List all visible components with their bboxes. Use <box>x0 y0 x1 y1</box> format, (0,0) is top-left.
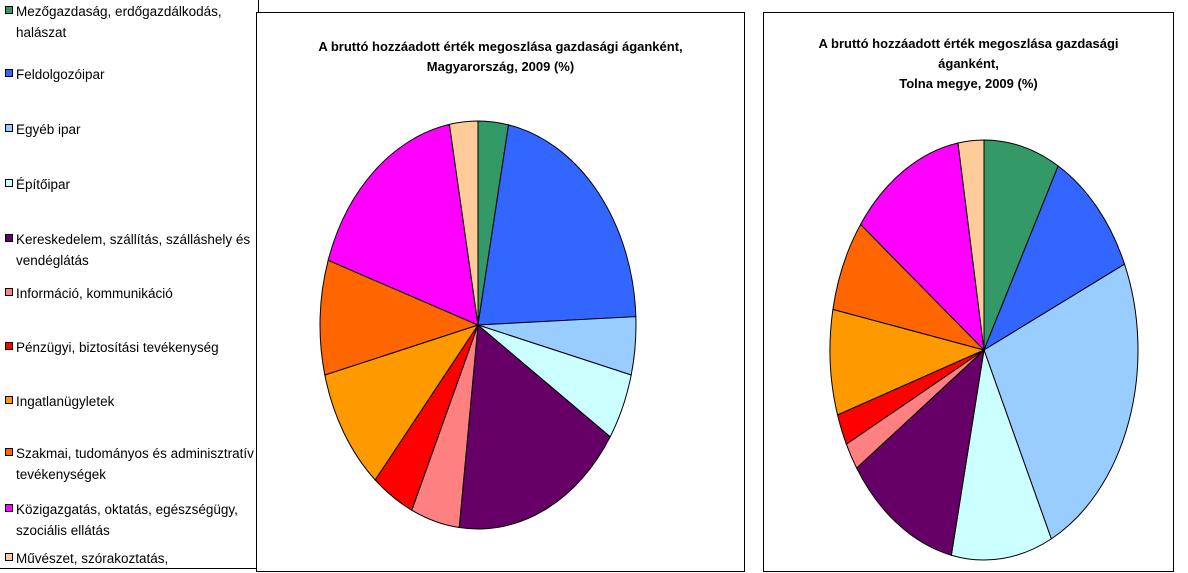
chart-title-line: A bruttó hozzáadott érték megoszlása gaz… <box>318 39 683 54</box>
pie-slice-hungary-10 <box>327 123 479 326</box>
pie-slice-tolna-1 <box>983 139 1059 351</box>
legend-swatch <box>5 342 13 350</box>
legend-label: Pénzügyi, biztosítási tevékenység <box>16 340 219 355</box>
pie-chart-hungary <box>319 120 637 530</box>
pie-slice-tolna-2 <box>982 165 1126 352</box>
legend-swatch <box>5 179 13 187</box>
legend-item: Információ, kommunikáció <box>5 283 257 304</box>
pie-slice-tolna-3 <box>983 263 1139 540</box>
legend-swatch <box>5 448 13 456</box>
chart-panel-hungary: A bruttó hozzáadott érték megoszlása gaz… <box>256 12 745 572</box>
chart-title-line: Tolna megye, 2009 (%) <box>899 76 1038 91</box>
pie-slice-hungary-11 <box>448 120 479 326</box>
chart-title-line: A bruttó hozzáadott érték megoszlása gaz… <box>818 36 1119 51</box>
legend-item: Közigazgatás, oktatás, egészségügy, szoc… <box>5 499 257 541</box>
legend-label: Mezőgazdaság, erdőgazdálkodás, halászat <box>16 4 222 40</box>
pie-slice-tolna-11 <box>957 139 985 351</box>
chart-panel-tolna: A bruttó hozzáadott érték megoszlása gaz… <box>763 12 1174 572</box>
pie-chart-tolna <box>829 139 1139 561</box>
legend-label: Egyéb ipar <box>16 122 81 137</box>
pie-slice-tolna-8 <box>829 308 986 416</box>
pie-slice-tolna-10 <box>859 142 985 352</box>
legend-label: Kereskedelem, szállítás, szálláshely és … <box>16 232 251 268</box>
legend-item: Építőipar <box>5 174 257 195</box>
legend-item: Szakmai, tudományos és adminisztratív te… <box>5 443 257 485</box>
pie-slice-hungary-8 <box>324 324 480 481</box>
legend-item: Egyéb ipar <box>5 119 257 140</box>
legend-item: Mezőgazdaság, erdőgazdálkodás, halászat <box>5 1 257 43</box>
legend-swatch <box>5 6 13 14</box>
legend-swatch <box>5 553 13 561</box>
legend-label: Információ, kommunikáció <box>16 286 173 301</box>
legend-label: Szakmai, tudományos és adminisztratív te… <box>16 446 254 482</box>
legend-label: Közigazgatás, oktatás, egészségügy, szoc… <box>16 502 238 538</box>
pie-slice-hungary-2 <box>477 124 637 326</box>
pie-slice-tolna-4 <box>950 349 1052 561</box>
pie-slice-hungary-9 <box>319 259 480 376</box>
legend-item: Pénzügyi, biztosítási tevékenység <box>5 337 257 358</box>
legend-item: Kereskedelem, szállítás, szálláshely és … <box>5 229 257 271</box>
legend-label: Építőipar <box>16 177 71 192</box>
legend-swatch <box>5 234 13 242</box>
chart-title-line: Magyarország, 2009 (%) <box>426 59 575 74</box>
legend-item: Művészet, szórakoztatás, <box>5 548 257 569</box>
legend-swatch <box>5 124 13 132</box>
legend-panel: Mezőgazdaság, erdőgazdálkodás, halászat F… <box>0 0 259 569</box>
legend-label: Ingatlanügyletek <box>16 394 115 409</box>
legend-swatch <box>5 504 13 512</box>
legend-label: Művészet, szórakoztatás, <box>16 551 169 566</box>
legend-item: Feldolgozóipar <box>5 64 257 85</box>
legend-label: Feldolgozóipar <box>16 67 105 82</box>
legend-swatch <box>5 69 13 77</box>
chart-title-tolna: A bruttó hozzáadott érték megoszlása gaz… <box>764 34 1173 94</box>
legend-swatch <box>5 396 13 404</box>
chart-title-hungary: A bruttó hozzáadott érték megoszlása gaz… <box>257 37 744 77</box>
pie-slice-hungary-5 <box>458 323 611 530</box>
pie-slice-tolna-5 <box>856 348 985 556</box>
chart-title-line: áganként, <box>938 56 999 71</box>
legend-swatch <box>5 288 13 296</box>
legend-item: Ingatlanügyletek <box>5 391 257 412</box>
